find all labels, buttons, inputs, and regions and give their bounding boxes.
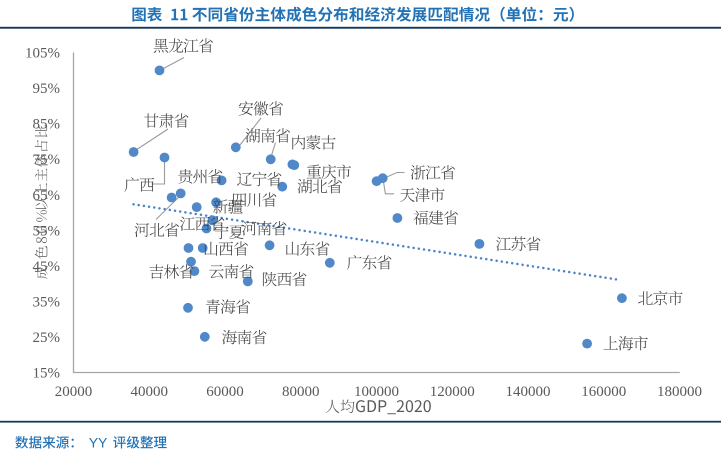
svg-text:100000: 100000 — [354, 384, 399, 400]
svg-text:140000: 140000 — [506, 384, 551, 400]
svg-text:85%: 85% — [33, 117, 61, 133]
svg-text:YY: YY — [89, 434, 108, 450]
svg-text:15%: 15% — [33, 366, 61, 382]
svg-text:55%: 55% — [33, 223, 61, 239]
svg-text:75%: 75% — [33, 152, 61, 168]
svg-text:120000: 120000 — [430, 384, 475, 400]
svg-text:40000: 40000 — [130, 384, 168, 400]
svg-text:65%: 65% — [33, 188, 61, 204]
svg-text:160000: 160000 — [581, 384, 626, 400]
svg-text:25%: 25% — [33, 330, 61, 346]
svg-text:80000: 80000 — [282, 384, 320, 400]
svg-text:60000: 60000 — [206, 384, 244, 400]
svg-text:105%: 105% — [25, 46, 60, 62]
svg-text:20000: 20000 — [55, 384, 93, 400]
svg-text:95%: 95% — [33, 81, 61, 97]
svg-text:180000: 180000 — [657, 384, 702, 400]
svg-text:35%: 35% — [33, 294, 61, 310]
